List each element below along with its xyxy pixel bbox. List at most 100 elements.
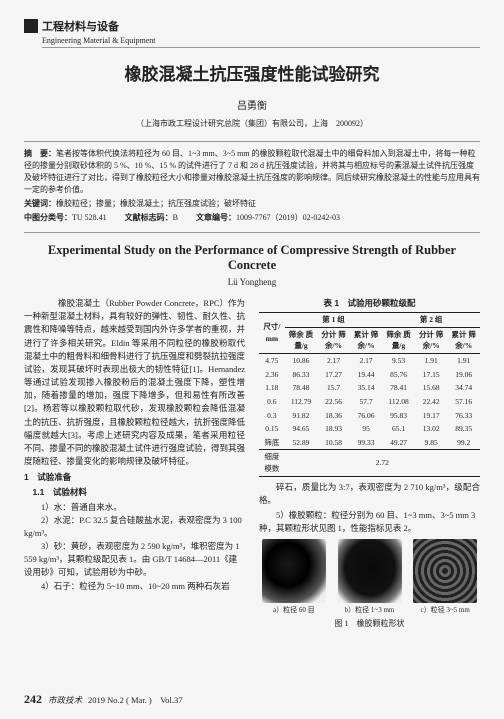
material-item-4: 4）石子：粒径为 5~10 mm、10~20 mm 两种石灰岩: [24, 580, 245, 593]
table-cell: 86.33: [285, 368, 318, 382]
figure-1a-label: a）粒径 60 目: [259, 605, 329, 616]
rubber-60mesh-image: [262, 539, 326, 603]
table-1: 尺寸/ mm 第 1 组 第 2 组 筛余 质量/g 分计 筛余/% 累计 筛余…: [259, 312, 480, 477]
table-cell: 10.58: [317, 436, 350, 450]
abstract-block: 摘 要：笔者按等体积代换法将粒径为 60 目、1~3 mm、3~5 mm 的橡胶…: [24, 141, 480, 233]
clc-label: 中图分类号：: [24, 213, 72, 222]
keywords-row: 关键词：橡胶粒径；掺量；橡胶混凝土；抗压强度试验；破坏特征: [24, 198, 480, 210]
table-cell: 85.76: [382, 368, 415, 382]
keywords-label: 关键词：: [24, 199, 56, 208]
table-cell: 112.08: [382, 395, 415, 409]
table-1-caption: 表 1 试验用砂颗粒级配: [259, 297, 480, 310]
rubber-1-3mm-image: [338, 539, 402, 603]
table-cell: 0.3: [259, 409, 285, 423]
section-1-heading: 1 试验准备: [24, 471, 245, 484]
table-cell: 1.91: [447, 354, 480, 368]
th-s3: 累计 筛余/%: [350, 327, 383, 353]
left-column: 橡胶混凝土（Rubber Powder Concrete，RPC）作为一种新型混…: [24, 297, 245, 631]
section-title-cn: 工程材料与设备: [42, 18, 119, 34]
table-cell: 99.2: [447, 436, 480, 450]
table-cell: 78.41: [382, 381, 415, 395]
th-s5: 分计 筛余/%: [415, 327, 448, 353]
th-s6: 累计 筛余/%: [447, 327, 480, 353]
table-cell: 76.06: [350, 409, 383, 423]
table-cell: 94.65: [285, 422, 318, 436]
table-cell: 78.48: [285, 381, 318, 395]
page-number: 242: [24, 692, 42, 707]
table-cell: 15.7: [317, 381, 350, 395]
table-cell: 1.18: [259, 381, 285, 395]
table-cell: 9.85: [415, 436, 448, 450]
table-cell: 76.33: [447, 409, 480, 423]
journal-name: 市政技术: [48, 694, 82, 706]
figure-1-panels: a）粒径 60 目 b）粒径 1~3 mm c）粒径 3~5 mm: [259, 539, 480, 616]
table-cell: 95: [350, 422, 383, 436]
table-cell: 筛底: [259, 436, 285, 450]
table-cell: 2.17: [350, 354, 383, 368]
table-cell: 52.89: [285, 436, 318, 450]
table-cell: 13.02: [415, 422, 448, 436]
body-columns: 橡胶混凝土（Rubber Powder Concrete，RPC）作为一种新型混…: [24, 297, 480, 631]
table-cell: 10.86: [285, 354, 318, 368]
table-cell: 19.44: [350, 368, 383, 382]
right-para-1: 碎石，质量比为 3:7，表观密度为 2 710 kg/m³，级配合格。: [259, 481, 480, 507]
figure-1b-label: b）粒径 1~3 mm: [335, 605, 405, 616]
fineness-value: 2.72: [285, 450, 480, 476]
table-cell: 22.56: [317, 395, 350, 409]
table-cell: 18.93: [317, 422, 350, 436]
affiliation: （上海市政工程设计研究总院（集团）有限公司，上海 200092）: [24, 118, 480, 129]
th-s1: 筛余 质量/g: [285, 327, 318, 353]
section-title-en: Engineering Material & Equipment: [42, 36, 480, 48]
right-column: 表 1 试验用砂颗粒级配 尺寸/ mm 第 1 组 第 2 组 筛余 质量/g …: [259, 297, 480, 631]
table-cell: 0.15: [259, 422, 285, 436]
th-s4: 筛余 质量/g: [382, 327, 415, 353]
material-item-2: 2）水泥：P.C 32.5 复合硅酸盐水泥，表观密度为 3 100 kg/m³。: [24, 514, 245, 540]
intro-paragraph: 橡胶混凝土（Rubber Powder Concrete，RPC）作为一种新型混…: [24, 297, 245, 468]
figure-1-caption: 图 1 橡胶颗粒形状: [259, 618, 480, 630]
table-cell: 65.1: [382, 422, 415, 436]
articleid-text: 1009-7767（2019）02-0242-03: [236, 213, 340, 222]
table-cell: 35.14: [350, 381, 383, 395]
article-title-cn: 橡胶混凝土抗压强度性能试验研究: [24, 60, 480, 85]
table-cell: 2.17: [317, 354, 350, 368]
abstract-label: 摘 要：: [24, 149, 56, 158]
keywords-text: 橡胶粒径；掺量；橡胶混凝土；抗压强度试验；破坏特征: [56, 199, 256, 208]
th-sieve: 尺寸/ mm: [259, 313, 285, 354]
clc-text: TU 528.41: [72, 213, 107, 222]
th-group2: 第 2 组: [382, 313, 480, 328]
author-cn: 吕勇衡: [24, 97, 480, 112]
table-cell: 95.83: [382, 409, 415, 423]
table-cell: 1.91: [415, 354, 448, 368]
figure-1c-label: c）粒径 3~5 mm: [410, 605, 480, 616]
rubber-3-5mm-image: [413, 539, 477, 603]
table-cell: 34.74: [447, 381, 480, 395]
table-cell: 17.15: [415, 368, 448, 382]
table-cell: 0.6: [259, 395, 285, 409]
docmark-text: B: [173, 213, 178, 222]
table-cell: 18.36: [317, 409, 350, 423]
articleid-label: 文章编号：: [196, 213, 236, 222]
figure-1a: a）粒径 60 目: [259, 539, 329, 616]
table-cell: 19.17: [415, 409, 448, 423]
abstract-row: 摘 要：笔者按等体积代换法将粒径为 60 目、1~3 mm、3~5 mm 的橡胶…: [24, 148, 480, 196]
table-cell: 4.75: [259, 354, 285, 368]
figure-1b: b）粒径 1~3 mm: [335, 539, 405, 616]
right-para-2: 5）橡胶颗粒：粒径分别为 60 目、1~3 mm、3~5 mm 3 种，其颗粒形…: [259, 509, 480, 535]
table-cell: 19.06: [447, 368, 480, 382]
section-header: 工程材料与设备: [24, 18, 480, 34]
table-cell: 2.36: [259, 368, 285, 382]
th-s2: 分计 筛余/%: [317, 327, 350, 353]
table-cell: 99.33: [350, 436, 383, 450]
issue-info: 2019 No.2 ( Mar. ) Vol.37: [88, 694, 183, 706]
material-item-1: 1）水：普通自来水。: [24, 501, 245, 514]
article-title-en: Experimental Study on the Performance of…: [24, 243, 480, 273]
table-cell: 22.42: [415, 395, 448, 409]
table-cell: 57.16: [447, 395, 480, 409]
table-cell: 112.79: [285, 395, 318, 409]
table-cell: 89.35: [447, 422, 480, 436]
table-cell: 49.27: [382, 436, 415, 450]
meta-row: 中图分类号：TU 528.41 文献标志码：B 文章编号：1009-7767（2…: [24, 212, 480, 224]
material-item-3: 3）砂：黄砂，表观密度为 2 590 kg/m³，堆积密度为 1 559 kg/…: [24, 540, 245, 580]
section-logo: [24, 19, 38, 33]
page-footer: 242 市政技术 2019 No.2 ( Mar. ) Vol.37: [24, 692, 183, 707]
